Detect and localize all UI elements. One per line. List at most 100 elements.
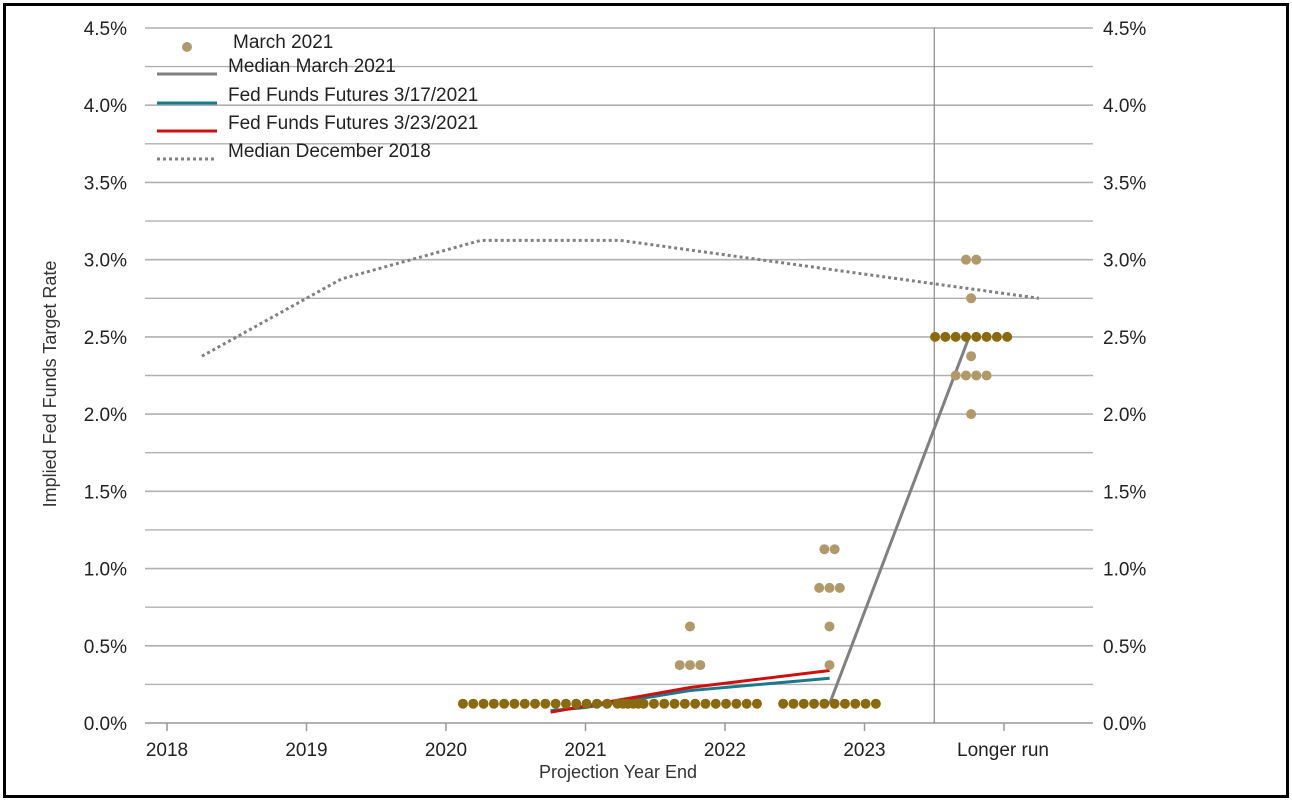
dot-march-2021 xyxy=(809,698,820,709)
series-line-median-march-2021 xyxy=(828,336,971,705)
dot-march-2021 xyxy=(560,698,571,709)
dot-march-2021 xyxy=(940,331,951,342)
y-tick-label-right: 4.5% xyxy=(1103,19,1146,40)
dot-march-2021 xyxy=(930,331,941,342)
dot-march-2021 xyxy=(602,698,613,709)
dot-march-2021 xyxy=(971,331,982,342)
legend-swatch-march-2021 xyxy=(182,42,192,52)
dot-march-2021 xyxy=(824,582,835,593)
dot-march-2021 xyxy=(971,254,982,265)
dot-march-2021 xyxy=(700,698,711,709)
x-tick-label: 2022 xyxy=(704,740,746,761)
dot-march-2021 xyxy=(798,698,809,709)
dot-march-2021 xyxy=(829,698,840,709)
y-tick-label-left: 3.0% xyxy=(84,251,127,272)
series-line-fed-funds-futures-3-23-2021 xyxy=(550,668,830,714)
dot-march-2021 xyxy=(685,621,695,632)
y-tick-label-left: 3.5% xyxy=(84,173,127,194)
dot-march-2021 xyxy=(591,698,602,709)
y-tick-label-left: 1.0% xyxy=(84,560,127,581)
dot-march-2021 xyxy=(721,698,732,709)
dot-march-2021 xyxy=(819,544,830,555)
dot-march-2021 xyxy=(679,698,690,709)
x-tick-label: 2021 xyxy=(564,740,606,761)
y-tick-label-left: 0.5% xyxy=(84,637,127,658)
dot-march-2021 xyxy=(971,370,982,381)
y-tick-label-right: 2.5% xyxy=(1103,328,1146,349)
dot-march-2021 xyxy=(669,698,680,709)
tick-labels: 0.0% 0.0% 0.5% 0.5% 1.0% 1.0% 1.5% 1.5% 2.0% 2.0%… xyxy=(84,19,1147,761)
y-tick-label-right: 1.0% xyxy=(1103,560,1146,581)
dot-march-2021 xyxy=(991,331,1002,342)
y-tick-label-right: 2.0% xyxy=(1103,405,1146,426)
dot-march-2021 xyxy=(966,293,977,304)
dot-march-2021 xyxy=(741,698,752,709)
dot-march-2021 xyxy=(478,698,489,709)
legend-label: Median March 2021 xyxy=(228,56,396,77)
dot-march-2021 xyxy=(981,370,992,381)
dot-march-2021 xyxy=(960,331,971,342)
dot-march-2021 xyxy=(824,621,835,632)
dot-march-2021 xyxy=(685,660,695,671)
dot-march-2021 xyxy=(695,660,706,671)
dot-march-2021 xyxy=(499,698,510,709)
dot-march-2021 xyxy=(966,351,977,362)
dot-march-2021 xyxy=(850,698,861,709)
y-tick-label-left: 4.5% xyxy=(84,19,127,40)
dot-march-2021 xyxy=(950,370,961,381)
dot-march-2021 xyxy=(788,698,799,709)
legend-label: Median December 2018 xyxy=(228,141,431,162)
legend-label: Fed Funds Futures 3/23/2021 xyxy=(228,113,478,134)
dot-march-2021 xyxy=(628,698,639,709)
dot-march-2021 xyxy=(950,331,961,342)
y-tick-label-right: 3.5% xyxy=(1103,173,1146,194)
y-tick-label-right: 0.5% xyxy=(1103,637,1146,658)
dot-march-2021 xyxy=(829,544,840,555)
dot-march-2021 xyxy=(690,698,701,709)
dot-march-2021 xyxy=(1002,331,1013,342)
dot-march-2021 xyxy=(778,698,789,709)
y-tick-label-right: 1.5% xyxy=(1103,482,1146,503)
series-lines xyxy=(201,238,1040,714)
dot-march-2021 xyxy=(581,698,592,709)
y-tick-label-right: 4.0% xyxy=(1103,96,1146,117)
x-tick-label: 2018 xyxy=(146,740,188,761)
y-axis-title: Implied Fed Funds Target Rate xyxy=(40,261,60,508)
dot-march-2021 xyxy=(966,409,977,420)
dot-march-2021 xyxy=(819,698,830,709)
dot-march-2021 xyxy=(648,698,659,709)
dot-march-2021 xyxy=(468,698,479,709)
dot-march-2021 xyxy=(571,698,582,709)
y-tick-label-left: 2.0% xyxy=(84,405,127,426)
dot-march-2021 xyxy=(981,331,992,342)
y-tick-label-right: 3.0% xyxy=(1103,251,1146,272)
dot-march-2021 xyxy=(834,582,845,593)
dot-march-2021 xyxy=(540,698,551,709)
dot-march-2021 xyxy=(860,698,871,709)
y-tick-label-left: 1.5% xyxy=(84,482,127,503)
dot-march-2021 xyxy=(960,254,971,265)
dot-march-2021 xyxy=(659,698,670,709)
legend: March 2021 Median March 2021 Fed Funds Fut… xyxy=(157,32,478,162)
y-tick-label-right: 0.0% xyxy=(1103,714,1146,735)
dot-march-2021 xyxy=(839,698,850,709)
dot-march-2021 xyxy=(638,698,649,709)
grid xyxy=(145,27,1093,731)
dot-plot xyxy=(457,254,1013,709)
dot-march-2021 xyxy=(509,698,520,709)
dot-march-2021 xyxy=(530,698,541,709)
y-tick-label-left: 2.5% xyxy=(84,328,127,349)
x-tick-label: 2023 xyxy=(843,740,885,761)
dot-march-2021 xyxy=(814,582,825,593)
legend-label: Fed Funds Futures 3/17/2021 xyxy=(228,85,478,106)
dot-march-2021 xyxy=(519,698,530,709)
x-axis-title: Projection Year End xyxy=(539,762,697,782)
chart-frame xyxy=(3,3,1289,798)
legend-label: March 2021 xyxy=(233,32,333,53)
x-tick-label: 2019 xyxy=(285,740,327,761)
dot-march-2021 xyxy=(751,698,762,709)
y-tick-label-left: 0.0% xyxy=(84,714,127,735)
x-tick-label: 2020 xyxy=(425,740,467,761)
dot-march-2021 xyxy=(674,660,685,671)
